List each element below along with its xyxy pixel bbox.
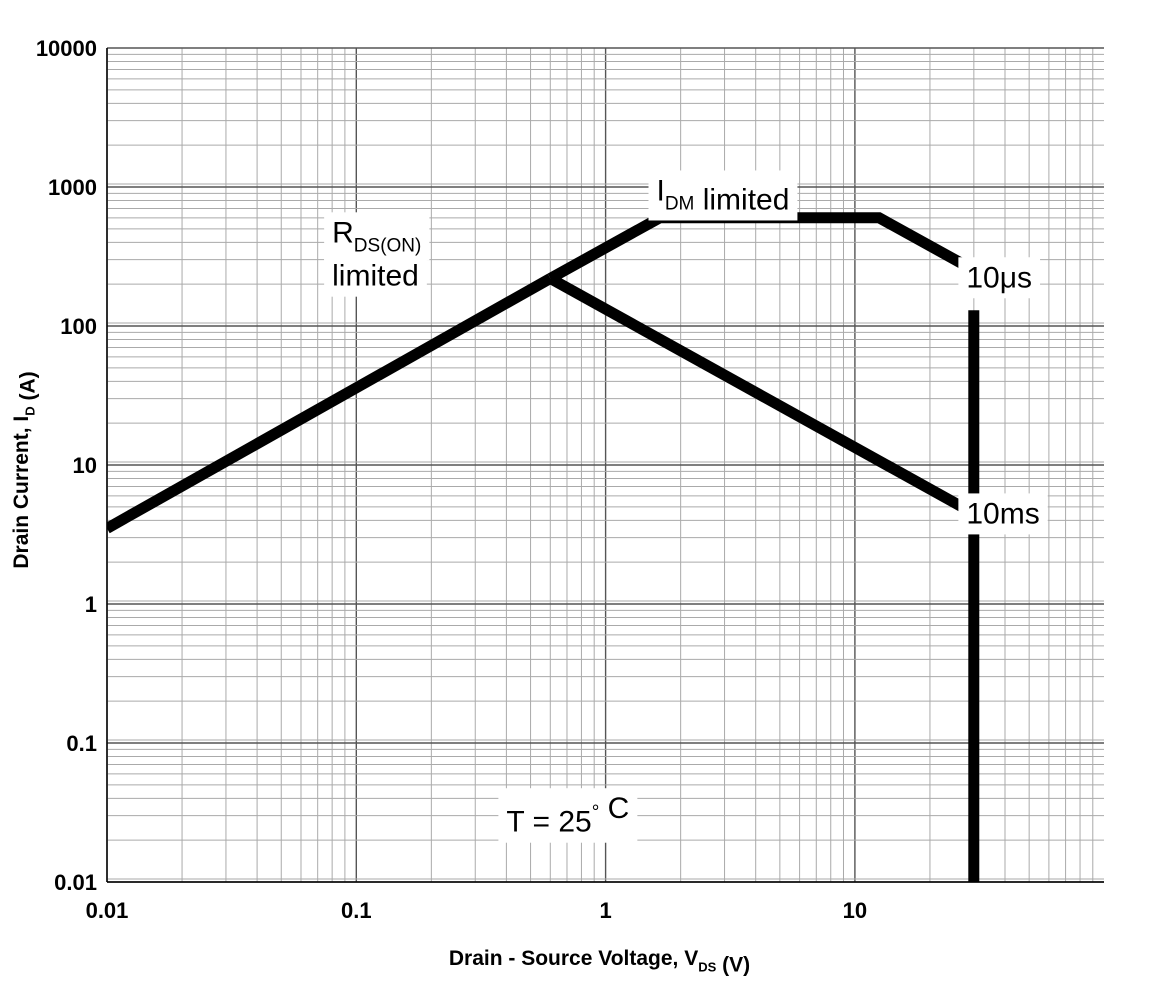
y-tick-label: 1000 <box>48 175 97 200</box>
annotation-bg-temp <box>498 788 638 843</box>
annotation-bg-rdson-line2 <box>324 255 427 297</box>
x-tick-label: 0.01 <box>86 898 129 923</box>
series-line-10ms <box>547 273 970 515</box>
series-line-rdson <box>107 273 554 534</box>
annotation-text-rdson-line2: limited <box>332 260 419 293</box>
x-axis-label: Drain - Source Voltage, VDS (V) <box>449 947 750 976</box>
annotation-text-idm: IDM limited <box>656 174 789 216</box>
annotation-bg-10us <box>958 257 1041 299</box>
y-tick-label: 10000 <box>36 36 97 61</box>
annotation-bg-idm <box>648 170 798 221</box>
y-tick-label: 100 <box>60 314 97 339</box>
annotation-text-10us: 10μs <box>966 261 1032 294</box>
annotation-text-temp: T = 25° C <box>506 792 629 839</box>
annotation-bg-rdson-line1 <box>324 212 430 261</box>
y-tick-label: 1 <box>85 592 97 617</box>
y-tick-label: 0.01 <box>54 870 97 895</box>
annotation-rdson-line1: RDS(ON) <box>324 212 430 261</box>
x-tick-label: 10 <box>843 898 867 923</box>
annotation-temp: T = 25° C <box>498 788 638 843</box>
annotation-10us: 10μs <box>958 257 1041 299</box>
x-tick-label: 0.1 <box>341 898 372 923</box>
annotation-idm: IDM limited <box>648 170 798 221</box>
y-tick-label: 0.1 <box>66 731 97 756</box>
annotation-text-rdson-line1: RDS(ON) <box>332 216 421 256</box>
annotation-10ms: 10ms <box>958 493 1048 535</box>
annotation-bg-10ms <box>958 493 1048 535</box>
x-tick-label: 1 <box>599 898 611 923</box>
y-axis-label: Drain Current, ID (A) <box>10 371 39 568</box>
y-tick-label: 10 <box>73 453 97 478</box>
annotation-text-10ms: 10ms <box>966 497 1039 530</box>
annotation-rdson-line2: limited <box>324 255 427 297</box>
